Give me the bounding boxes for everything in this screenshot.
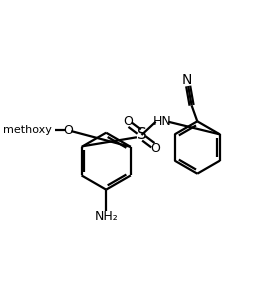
Text: NH₂: NH₂ xyxy=(94,210,118,224)
Text: O: O xyxy=(64,124,73,137)
Text: O: O xyxy=(150,142,160,155)
Text: methoxy: methoxy xyxy=(3,125,52,135)
Text: HN: HN xyxy=(153,115,171,128)
Text: S: S xyxy=(137,127,146,142)
Text: N: N xyxy=(182,73,192,87)
Text: O: O xyxy=(123,115,133,128)
